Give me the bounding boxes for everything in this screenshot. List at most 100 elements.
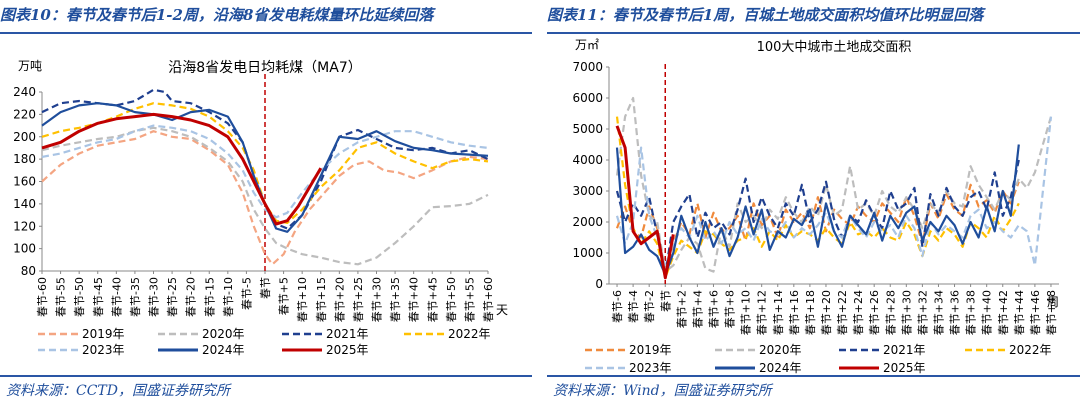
x-tick-label: 春节+48: [1045, 290, 1058, 335]
y-tick-label: 7000: [572, 60, 603, 74]
x-tick-label: 春节-45: [92, 277, 105, 317]
x-tick-label: 春节+22: [836, 290, 849, 335]
x-tick-label: 春节+38: [965, 290, 978, 335]
legend-label-2020: 2020年: [759, 343, 802, 357]
series-line-2024: [615, 144, 1020, 276]
series-line-2022: [615, 116, 1020, 279]
x-tick-label: 春节+45: [426, 277, 439, 322]
series-line-2023: [41, 124, 489, 219]
x-tick-label: 春节+20: [333, 277, 346, 322]
x-tick-label: 春节+15: [315, 277, 328, 322]
x-tick-label: 春节+55: [463, 277, 476, 322]
legend-label-2021: 2021年: [883, 343, 926, 357]
y-tick-label: 120: [13, 219, 36, 233]
bottom-rule-left: [0, 375, 532, 377]
x-tick-label: 春节+34: [932, 290, 945, 335]
y-axis-unit-label: 万㎡: [575, 38, 599, 52]
x-tick-label: 春节+50: [445, 277, 458, 322]
y-tick-label: 1000: [572, 246, 603, 260]
x-tick-label: 春节+10: [296, 277, 309, 322]
figure-title-right: 图表11：春节及春节后1周，百城土地成交面积均值环比明显回落: [547, 6, 984, 24]
x-tick-label: 春节+30: [900, 290, 913, 335]
y-tick-label: 80: [21, 264, 36, 278]
x-tick-label: 春节+2: [675, 290, 688, 328]
x-tick-label: 春节: [259, 277, 272, 299]
x-tick-label: 春节-60: [36, 277, 49, 317]
x-tick-label: 春节+4: [691, 290, 704, 328]
series-line-2025: [41, 112, 323, 226]
source-note-right: 资料来源：Wind，国盛证券研究所: [553, 383, 772, 399]
chart-title: 100大中城市土地成交面积: [757, 39, 912, 55]
x-tick-label: 春节+25: [352, 277, 365, 322]
x-tick-label: 春节+12: [756, 290, 769, 335]
x-tick-label: 春节-25: [166, 277, 179, 317]
x-tick-label: 春节+10: [740, 290, 753, 335]
legend-label-2022: 2022年: [1009, 343, 1052, 357]
y-tick-label: 2000: [572, 215, 603, 229]
x-tick-label: 春节+30: [371, 277, 384, 322]
legend-label-2025: 2025年: [883, 361, 926, 374]
x-tick-label: 春节+35: [389, 277, 402, 322]
figure-panel-left: 图表10：春节及春节后1-2周，沿海8省发电耗煤量环比延续回落 沿海8省发电日均…: [0, 0, 532, 405]
series-line-2020: [615, 96, 1053, 273]
y-tick-label: 5000: [572, 122, 603, 136]
legend-label-2024: 2024年: [202, 343, 245, 357]
x-tick-label: 春节-10: [222, 277, 235, 317]
top-rule-right: [547, 32, 1080, 34]
chart-title: 沿海8省发电日均耗煤（MA7）: [168, 60, 361, 76]
x-tick-label: 春节+8: [724, 290, 737, 328]
legend-label-2025: 2025年: [326, 343, 369, 357]
x-tick-label: 春节+46: [1029, 290, 1042, 335]
x-tick-label: 春节-55: [55, 277, 68, 317]
x-tick-label: 春节+42: [997, 290, 1010, 335]
y-tick-label: 220: [13, 107, 36, 121]
y-tick-label: 3000: [572, 184, 603, 198]
x-tick-label: 春节-4: [627, 290, 640, 323]
x-tick-label: 春节-40: [110, 277, 123, 317]
x-tick-label: 春节+40: [981, 290, 994, 335]
series-line-2020: [41, 126, 489, 266]
series-line-2019: [615, 181, 1020, 276]
y-tick-label: 0: [595, 277, 603, 291]
legend-label-2024: 2024年: [759, 361, 802, 374]
figure-panel-right: 图表11：春节及春节后1周，百城土地成交面积均值环比明显回落 100大中城市土地…: [547, 0, 1080, 405]
series-line-2019: [41, 130, 489, 266]
legend-label-2019: 2019年: [629, 343, 672, 357]
x-tick-label: 春节+24: [852, 290, 865, 335]
x-tick-label: 春节+26: [868, 290, 881, 335]
x-tick-label: 春节-15: [203, 277, 216, 317]
x-tick-label: 春节+44: [1013, 290, 1026, 335]
legend-label-2020: 2020年: [202, 327, 245, 341]
x-axis-unit-label: 天: [496, 303, 508, 317]
x-tick-label: 春节+32: [916, 290, 929, 335]
y-tick-label: 160: [13, 175, 36, 189]
x-tick-label: 春节-35: [129, 277, 142, 317]
legend-label-2022: 2022年: [448, 327, 491, 341]
x-tick-label: 春节-20: [185, 277, 198, 317]
x-tick-label: 春节-6: [611, 290, 624, 323]
x-tick-label: 春节+14: [772, 290, 785, 335]
series-line-2021: [615, 159, 1020, 276]
y-tick-label: 100: [13, 242, 36, 256]
y-tick-label: 6000: [572, 91, 603, 105]
x-tick-label: 春节: [659, 290, 672, 312]
source-note-left: 资料来源：CCTD，国盛证券研究所: [6, 383, 230, 399]
x-tick-label: 春节+20: [820, 290, 833, 335]
x-axis-unit-label: 周: [1047, 295, 1059, 309]
series-line-2023: [615, 116, 1053, 267]
x-tick-label: 春节+6: [707, 290, 720, 328]
x-tick-label: 春节+16: [788, 290, 801, 335]
y-tick-label: 140: [13, 197, 36, 211]
x-tick-label: 春节+5: [278, 277, 291, 315]
top-rule-left: [0, 32, 532, 34]
x-tick-label: 春节+60: [482, 277, 495, 322]
coal-consumption-chart: 沿海8省发电日均耗煤（MA7） 万吨天 80 100 120 140 160 180 200 22…: [13, 59, 508, 357]
series-line-2025: [615, 125, 675, 280]
y-axis-unit-label: 万吨: [18, 59, 42, 73]
figure-title-left: 图表10：春节及春节后1-2周，沿海8省发电耗煤量环比延续回落: [0, 6, 434, 24]
legend-label-2023: 2023年: [82, 343, 125, 357]
x-tick-label: 春节-50: [73, 277, 86, 317]
y-tick-label: 180: [13, 152, 36, 166]
x-tick-label: 春节+28: [884, 290, 897, 335]
y-tick-label: 240: [13, 85, 36, 99]
